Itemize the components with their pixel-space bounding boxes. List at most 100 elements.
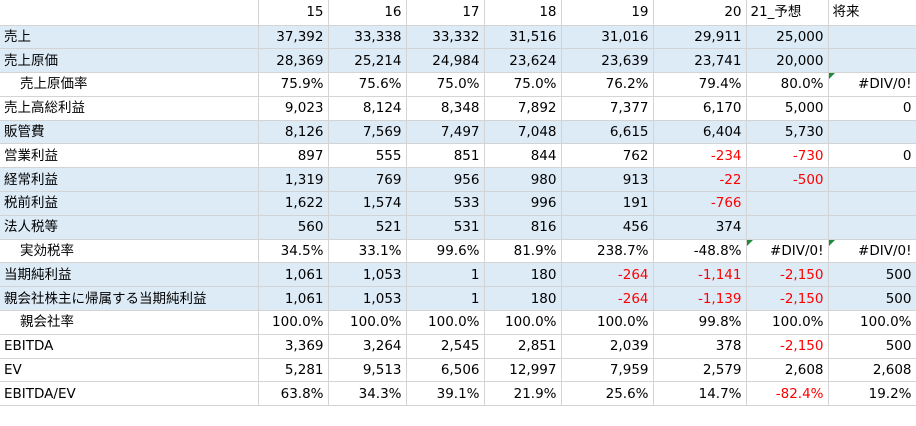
value-cell[interactable]: -730 <box>746 143 829 169</box>
value-cell[interactable]: -264 <box>561 286 654 312</box>
value-cell[interactable]: 39.1% <box>406 381 485 407</box>
error-indicator-icon[interactable] <box>828 239 835 246</box>
value-cell[interactable] <box>746 215 829 240</box>
value-cell[interactable]: 180 <box>484 286 562 312</box>
value-cell[interactable]: 6,170 <box>653 96 747 121</box>
value-cell[interactable]: 7,892 <box>484 96 562 121</box>
value-cell[interactable]: #DIV/0! <box>828 72 916 97</box>
value-cell[interactable]: 1,053 <box>328 286 407 312</box>
value-cell[interactable]: 1,053 <box>328 262 407 288</box>
header-cell[interactable]: 20 <box>653 0 747 26</box>
value-cell[interactable]: -2,150 <box>746 334 829 359</box>
value-cell[interactable]: 100.0% <box>828 310 916 335</box>
value-cell[interactable]: 23,624 <box>484 48 562 74</box>
value-cell[interactable]: 956 <box>406 167 485 193</box>
value-cell[interactable]: 1,061 <box>258 262 329 288</box>
row-label-cell[interactable]: 税前利益 <box>0 191 259 216</box>
row-label-cell[interactable]: 販管費 <box>0 120 259 145</box>
value-cell[interactable]: 816 <box>484 215 562 240</box>
value-cell[interactable]: 99.6% <box>406 239 485 264</box>
value-cell[interactable]: 7,497 <box>406 120 485 145</box>
value-cell[interactable]: 100.0% <box>746 310 829 335</box>
row-label-cell[interactable]: 売上原価 <box>0 48 259 74</box>
value-cell[interactable]: 521 <box>328 215 407 240</box>
value-cell[interactable]: 1 <box>406 286 485 312</box>
value-cell[interactable]: 3,264 <box>328 334 407 359</box>
value-cell[interactable]: 20,000 <box>746 48 829 74</box>
value-cell[interactable]: 99.8% <box>653 310 747 335</box>
header-cell[interactable]: 18 <box>484 0 562 26</box>
spreadsheet-grid[interactable]: 15 16 17 18 19 20 21_予想 将来 売上 37,392 33,338 33,332 3… <box>0 0 916 407</box>
value-cell[interactable]: 33,338 <box>328 25 407 50</box>
value-cell[interactable]: -1,139 <box>653 286 747 312</box>
value-cell[interactable]: 500 <box>828 262 916 288</box>
value-cell[interactable]: 2,579 <box>653 358 747 383</box>
value-cell[interactable]: 100.0% <box>406 310 485 335</box>
value-cell[interactable]: 2,851 <box>484 334 562 359</box>
value-cell[interactable]: 75.6% <box>328 72 407 97</box>
row-label-cell[interactable]: 親会社率 <box>0 310 259 335</box>
row-label-cell[interactable]: 当期純利益 <box>0 262 259 288</box>
value-cell[interactable]: 37,392 <box>258 25 329 50</box>
value-cell[interactable]: 0 <box>828 96 916 121</box>
value-cell[interactable]: 8,348 <box>406 96 485 121</box>
value-cell[interactable]: 7,377 <box>561 96 654 121</box>
value-cell[interactable]: 5,730 <box>746 120 829 145</box>
value-cell[interactable]: 0 <box>828 143 916 169</box>
value-cell[interactable] <box>828 167 916 193</box>
row-label-cell[interactable]: 売上 <box>0 25 259 50</box>
value-cell[interactable]: 28,369 <box>258 48 329 74</box>
value-cell[interactable]: 80.0% <box>746 72 829 97</box>
value-cell[interactable]: 12,997 <box>484 358 562 383</box>
row-label-cell[interactable]: EV <box>0 358 259 383</box>
value-cell[interactable]: 191 <box>561 191 654 216</box>
row-label-cell[interactable]: EBITDA/EV <box>0 381 259 407</box>
value-cell[interactable]: 100.0% <box>484 310 562 335</box>
value-cell[interactable]: 6,615 <box>561 120 654 145</box>
value-cell[interactable]: 9,513 <box>328 358 407 383</box>
value-cell[interactable]: 844 <box>484 143 562 169</box>
value-cell[interactable]: 456 <box>561 215 654 240</box>
value-cell[interactable]: 1,319 <box>258 167 329 193</box>
value-cell[interactable]: -2,150 <box>746 262 829 288</box>
value-cell[interactable]: -2,150 <box>746 286 829 312</box>
value-cell[interactable]: 81.9% <box>484 239 562 264</box>
value-cell[interactable]: 100.0% <box>328 310 407 335</box>
value-cell[interactable]: 75.0% <box>484 72 562 97</box>
header-cell[interactable]: 16 <box>328 0 407 26</box>
value-cell[interactable]: 34.5% <box>258 239 329 264</box>
value-cell[interactable]: 1,622 <box>258 191 329 216</box>
value-cell[interactable]: 34.3% <box>328 381 407 407</box>
value-cell[interactable]: 555 <box>328 143 407 169</box>
row-label-cell[interactable]: 法人税等 <box>0 215 259 240</box>
row-label-cell[interactable]: 実効税率 <box>0 239 259 264</box>
value-cell[interactable]: 500 <box>828 286 916 312</box>
value-cell[interactable]: 2,545 <box>406 334 485 359</box>
value-cell[interactable]: 851 <box>406 143 485 169</box>
value-cell[interactable]: 8,124 <box>328 96 407 121</box>
value-cell[interactable]: 29,911 <box>653 25 747 50</box>
value-cell[interactable]: 762 <box>561 143 654 169</box>
value-cell[interactable]: -1,141 <box>653 262 747 288</box>
value-cell[interactable]: 75.9% <box>258 72 329 97</box>
header-cell[interactable]: 15 <box>258 0 329 26</box>
value-cell[interactable]: 2,608 <box>828 358 916 383</box>
value-cell[interactable]: 75.0% <box>406 72 485 97</box>
value-cell[interactable]: -82.4% <box>746 381 829 407</box>
value-cell[interactable]: 996 <box>484 191 562 216</box>
value-cell[interactable] <box>828 191 916 216</box>
value-cell[interactable]: 76.2% <box>561 72 654 97</box>
value-cell[interactable]: 1,061 <box>258 286 329 312</box>
value-cell[interactable]: 33.1% <box>328 239 407 264</box>
value-cell[interactable]: -234 <box>653 143 747 169</box>
value-cell[interactable]: 6,506 <box>406 358 485 383</box>
error-indicator-icon[interactable] <box>828 73 835 80</box>
header-cell[interactable]: 17 <box>406 0 485 26</box>
value-cell[interactable]: 6,404 <box>653 120 747 145</box>
value-cell[interactable]: 31,516 <box>484 25 562 50</box>
value-cell[interactable]: 7,569 <box>328 120 407 145</box>
value-cell[interactable]: -48.8% <box>653 239 747 264</box>
value-cell[interactable]: 180 <box>484 262 562 288</box>
value-cell[interactable]: 25.6% <box>561 381 654 407</box>
value-cell[interactable]: 31,016 <box>561 25 654 50</box>
